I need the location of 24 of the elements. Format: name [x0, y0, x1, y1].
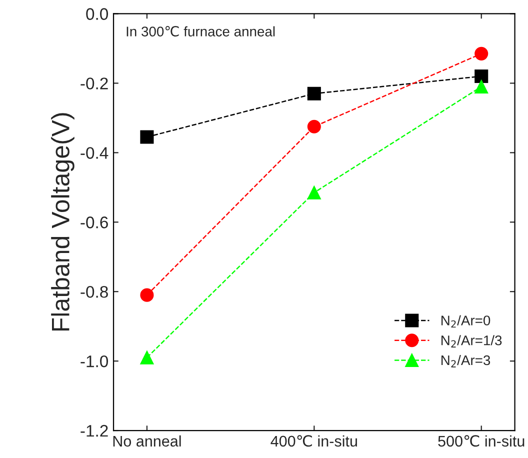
- x-tick-label: 400℃ in-situ: [270, 435, 357, 447]
- y-tick-label: -0.8: [80, 286, 108, 298]
- point: [474, 80, 488, 94]
- annotation: In 300℃ furnace anneal: [126, 26, 275, 37]
- point: [140, 130, 154, 144]
- y-tick-label: 0.0: [86, 8, 108, 20]
- point: [307, 186, 321, 200]
- point: [140, 350, 154, 364]
- y-tick-label: -1.0: [80, 355, 108, 368]
- point: [307, 86, 321, 100]
- x-tick-label: No anneal: [113, 435, 181, 447]
- y-tick-label: -1.2: [80, 424, 108, 437]
- legend-label: N$_{2}$/Ar=0: [441, 315, 490, 328]
- y-axis-title: Flatband Voltage(V): [51, 113, 74, 331]
- y-tick-label: -0.4: [80, 147, 108, 159]
- legend-label: N$_{2}$/Ar=3: [441, 354, 490, 368]
- legend-label: N$_{2}$/Ar=1/3: [441, 335, 502, 348]
- y-tick-label: -0.2: [80, 78, 108, 90]
- x-tick-label: 500℃ in-situ: [438, 435, 524, 447]
- point: [140, 288, 154, 302]
- point: [307, 120, 321, 134]
- point: [474, 69, 488, 84]
- y-tick-label: -0.6: [80, 216, 108, 228]
- point: [474, 46, 488, 60]
